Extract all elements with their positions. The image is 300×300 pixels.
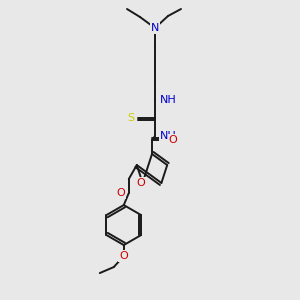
Text: O: O [169, 135, 177, 145]
Text: O: O [116, 188, 125, 198]
Text: S: S [128, 113, 135, 123]
Text: N: N [151, 23, 159, 33]
Text: NH: NH [160, 131, 177, 141]
Text: O: O [119, 251, 128, 261]
Text: O: O [136, 178, 145, 188]
Text: NH: NH [160, 95, 177, 105]
